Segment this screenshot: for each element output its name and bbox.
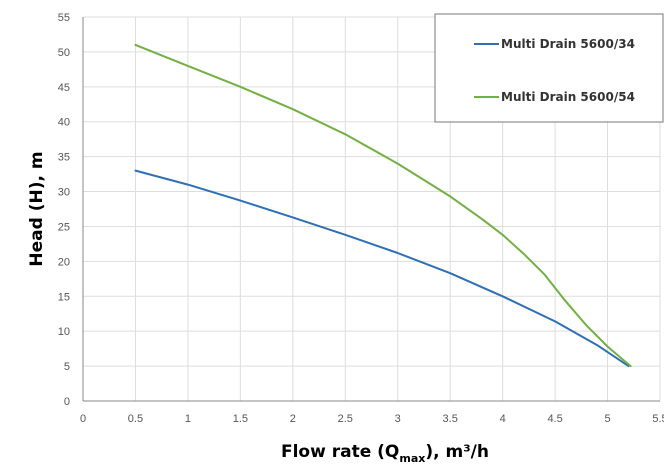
x-tick-label: 0.5	[128, 413, 143, 425]
x-tick-label: 1	[185, 413, 191, 425]
y-tick-label: 40	[58, 117, 70, 129]
x-tick-label: 5.5	[652, 413, 664, 425]
y-tick-labels: 0 5 10 15 20 25 30 35 40 45 50 55	[58, 12, 70, 408]
x-tick-label: 3.5	[443, 413, 458, 425]
x-tick-label: 1.5	[233, 413, 248, 425]
y-tick-label: 35	[58, 152, 70, 164]
x-tick-label: 5	[604, 413, 610, 425]
legend-label-series-2: Multi Drain 5600/54	[501, 90, 635, 104]
x-tick-label: 4.5	[547, 413, 562, 425]
y-tick-label: 55	[58, 12, 70, 24]
x-axis-title: Flow rate (Qmax), m³/h	[281, 442, 489, 465]
series-lines	[134, 43, 632, 368]
y-tick-label: 10	[58, 326, 70, 338]
x-tick-label: 3	[395, 413, 401, 425]
series-line-1	[134, 169, 630, 368]
x-tick-labels: 0 0.5 1 1.5 2 2.5 3 3.5 4 4.5 5 5.5	[80, 413, 664, 425]
y-tick-label: 20	[58, 256, 70, 268]
y-tick-label: 0	[64, 396, 70, 408]
y-tick-label: 5	[64, 361, 70, 373]
y-tick-label: 30	[58, 187, 70, 199]
y-tick-label: 15	[58, 291, 70, 303]
x-tick-label: 2.5	[338, 413, 353, 425]
x-tick-label: 4	[500, 413, 506, 425]
series-line-2	[134, 43, 632, 368]
legend-box	[434, 13, 664, 123]
y-tick-label: 45	[58, 82, 70, 94]
axes	[82, 17, 660, 402]
x-tick-label: 2	[290, 413, 296, 425]
legend-label-series-1: Multi Drain 5600/34	[501, 37, 635, 51]
y-axis-title: Head (H), m	[27, 151, 47, 266]
y-tick-label: 50	[58, 47, 70, 59]
y-tick-label: 25	[58, 221, 70, 233]
x-tick-label: 0	[80, 413, 86, 425]
legend: Multi Drain 5600/34 Multi Drain 5600/54	[434, 13, 664, 123]
